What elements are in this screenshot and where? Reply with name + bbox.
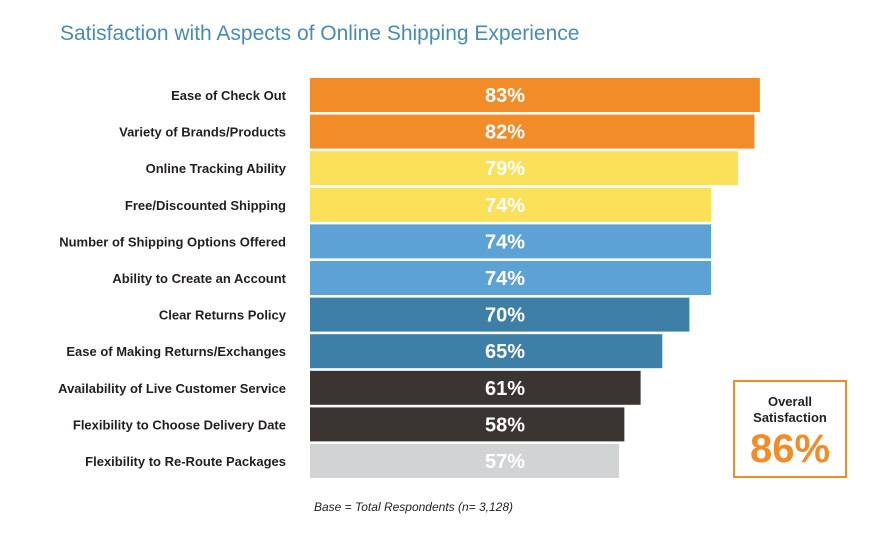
bar [310,297,690,332]
value-label: 74% [485,268,525,290]
bar [310,261,712,295]
bar [310,444,619,478]
category-label: Number of Shipping Options Offered [59,234,286,249]
category-label: Flexibility to Re-Route Packages [85,454,286,469]
value-label: 74% [485,231,525,253]
category-label: Free/Discounted Shipping [125,198,286,213]
chart-title: Satisfaction with Aspects of Online Ship… [60,22,580,45]
category-label: Clear Returns Policy [159,308,287,323]
bar [310,187,712,222]
bar [310,151,739,186]
bar [310,78,760,112]
bar [310,224,712,259]
overall-satisfaction-label: Overall Satisfaction [753,394,827,425]
value-label: 61% [485,378,525,400]
value-label: 58% [485,414,525,436]
value-label: 82% [485,122,525,144]
category-label: Flexibility to Choose Delivery Date [73,417,286,432]
base-footnote: Base = Total Respondents (n= 3,128) [314,500,514,514]
bar [310,407,625,442]
value-label: 74% [485,195,525,217]
bar [310,370,641,405]
category-label: Variety of Brands/Products [119,125,286,140]
category-label: Online Tracking Ability [146,161,287,176]
category-label: Ease of Making Returns/Exchanges [66,344,286,359]
category-label: Ease of Check Out [171,88,287,103]
category-label: Availability of Live Customer Service [58,381,286,396]
value-label: 79% [485,158,525,180]
value-label: 65% [485,341,525,363]
bar [310,334,663,369]
overall-satisfaction-value: 86% [749,427,831,471]
value-label: 57% [485,451,525,473]
value-label: 70% [485,305,525,327]
overall-satisfaction-box: Overall Satisfaction 86% [733,380,847,478]
value-label: 83% [485,85,525,107]
category-label: Ability to Create an Account [112,271,286,286]
bar [310,114,755,149]
